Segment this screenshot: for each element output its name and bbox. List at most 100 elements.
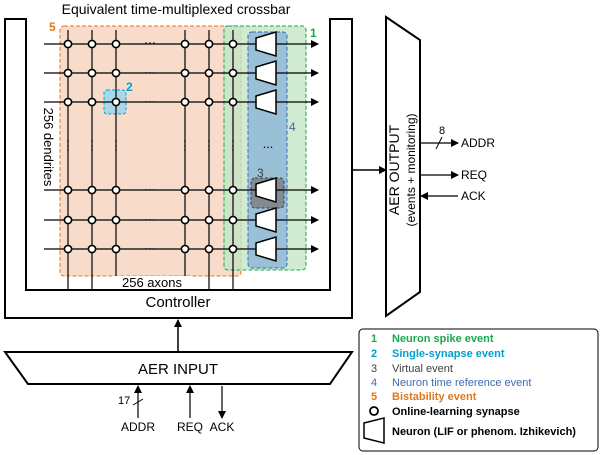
legend-neuron-label: Neuron (LIF or phenom. Izhikevich): [392, 426, 576, 438]
vdots-col2: ⋮: [86, 138, 99, 153]
synapse-r3-c4: [204, 185, 214, 195]
synapse-r3-c3: [180, 185, 190, 195]
event-tag-2: 2: [126, 80, 133, 94]
vdots-col3: ⋮: [110, 138, 123, 153]
neuron-5: [255, 235, 277, 263]
event-tag-4: 4: [289, 120, 296, 134]
aer-output-subtitle: (events + monitoring): [404, 113, 418, 226]
crossbar-title: Equivalent time-multiplexed crossbar: [62, 1, 291, 17]
legend-synapse-icon: [369, 406, 379, 416]
synapse-r0-c0: [63, 39, 73, 49]
synapse-r1-c5: [228, 68, 238, 78]
synapse-r4-c5: [228, 215, 238, 225]
synapse-r2-c4: [204, 97, 214, 107]
synapse-r2-c5: [228, 97, 238, 107]
hdots-row2: ···: [144, 65, 156, 79]
synapse-r4-c0: [63, 215, 73, 225]
legend-label-2: Single-synapse event: [392, 348, 505, 360]
neuron-0: [255, 30, 277, 58]
hdots-row6: ···: [144, 241, 156, 255]
synapse-r2-c1: [87, 97, 97, 107]
controller-label: Controller: [145, 294, 210, 311]
in-req-label: REQ: [177, 420, 203, 434]
synapse-r1-c1: [87, 68, 97, 78]
synapse-r5-c4: [204, 244, 214, 254]
synapse-r1-c0: [63, 68, 73, 78]
synapse-r3-c5: [228, 185, 238, 195]
in-ack-label: ACK: [210, 420, 235, 434]
synapse-r0-c3: [180, 39, 190, 49]
neuron-1: [255, 59, 277, 87]
synapse-r5-c0: [63, 244, 73, 254]
in-bus-slash: [132, 398, 144, 406]
synapse-array: [63, 39, 238, 254]
vdots-col6: ⋮: [227, 138, 240, 153]
synapse-r4-c4: [204, 215, 214, 225]
hdots-row1: ···: [144, 35, 156, 49]
legend-label-3: Virtual event: [392, 363, 453, 375]
vdots-col4: ⋮: [179, 138, 192, 153]
synapse-r2-c0: [63, 97, 73, 107]
hdots-row4: ···: [144, 182, 156, 196]
in-addr-label: ADDR: [121, 420, 155, 434]
out-bus-width: 8: [439, 125, 445, 137]
legend-num-3: 3: [371, 363, 377, 375]
synapse-r2-c2: [111, 97, 121, 107]
synapse-r3-c1: [87, 185, 97, 195]
aer-input-title: AER INPUT: [138, 361, 218, 378]
neuron-3: [255, 176, 277, 204]
vdots-col5: ⋮: [203, 138, 216, 153]
out-bus-slash: [435, 136, 443, 150]
legend-num-4: 4: [371, 377, 377, 389]
legend-num-1: 1: [371, 333, 377, 345]
synapse-r0-c1: [87, 39, 97, 49]
synapse-r0-c5: [228, 39, 238, 49]
legend-label-5: Bistability event: [392, 391, 477, 403]
hdots-row5: ···: [144, 212, 156, 226]
synapse-r1-c3: [180, 68, 190, 78]
synapse-r0-c2: [111, 39, 121, 49]
out-ack-label: ACK: [461, 189, 486, 203]
neuron-dots: ...: [263, 136, 274, 151]
synapse-r0-c4: [204, 39, 214, 49]
synapse-r1-c4: [204, 68, 214, 78]
synapse-r5-c1: [87, 244, 97, 254]
event-tag-3: 3: [257, 166, 264, 180]
legend-items: 1 Neuron spike event 2 Single-synapse ev…: [363, 333, 576, 444]
out-req-label: REQ: [461, 168, 487, 182]
aer-output-shape: [385, 15, 421, 318]
legend-label-4: Neuron time reference event: [392, 377, 531, 389]
legend-synapse-label: Online-learning synapse: [392, 406, 520, 418]
dendrites-label: 256 dendrites: [41, 108, 56, 187]
synapse-r4-c1: [87, 215, 97, 225]
axons-label: 256 axons: [122, 275, 182, 290]
legend-neuron-icon: [363, 417, 385, 444]
synapse-r5-c2: [111, 244, 121, 254]
legend-label-1: Neuron spike event: [392, 333, 494, 345]
neuron-column: [255, 30, 277, 263]
hdots-row3: ···: [144, 94, 156, 108]
synapse-r2-c3: [180, 97, 190, 107]
vdots-col1: ⋮: [62, 138, 75, 153]
aer-input-shape: [3, 351, 354, 385]
out-addr-label: ADDR: [461, 136, 495, 150]
synapse-r5-c5: [228, 244, 238, 254]
crossbar-hdots: ··· ··· ··· ··· ··· ···: [144, 35, 156, 255]
legend-num-5: 5: [371, 391, 377, 403]
neuron-2: [255, 88, 277, 116]
aer-output-title: AER OUTPUT: [386, 124, 402, 215]
synapse-r4-c2: [111, 215, 121, 225]
controller-frame: [4, 18, 353, 319]
synapse-r3-c2: [111, 185, 121, 195]
crossbar-vdots: ⋮ ⋮ ⋮ ⋮ ⋮ ⋮: [62, 138, 240, 153]
legend-box: [358, 328, 599, 452]
event-tag-5: 5: [49, 20, 56, 34]
synapse-r5-c3: [180, 244, 190, 254]
neuron-4: [255, 206, 277, 234]
synapse-r3-c0: [63, 185, 73, 195]
time-reference-region: [247, 31, 288, 269]
event-tag-1: 1: [310, 26, 317, 40]
in-bus-width: 17: [118, 395, 130, 407]
legend-num-2: 2: [371, 348, 377, 360]
